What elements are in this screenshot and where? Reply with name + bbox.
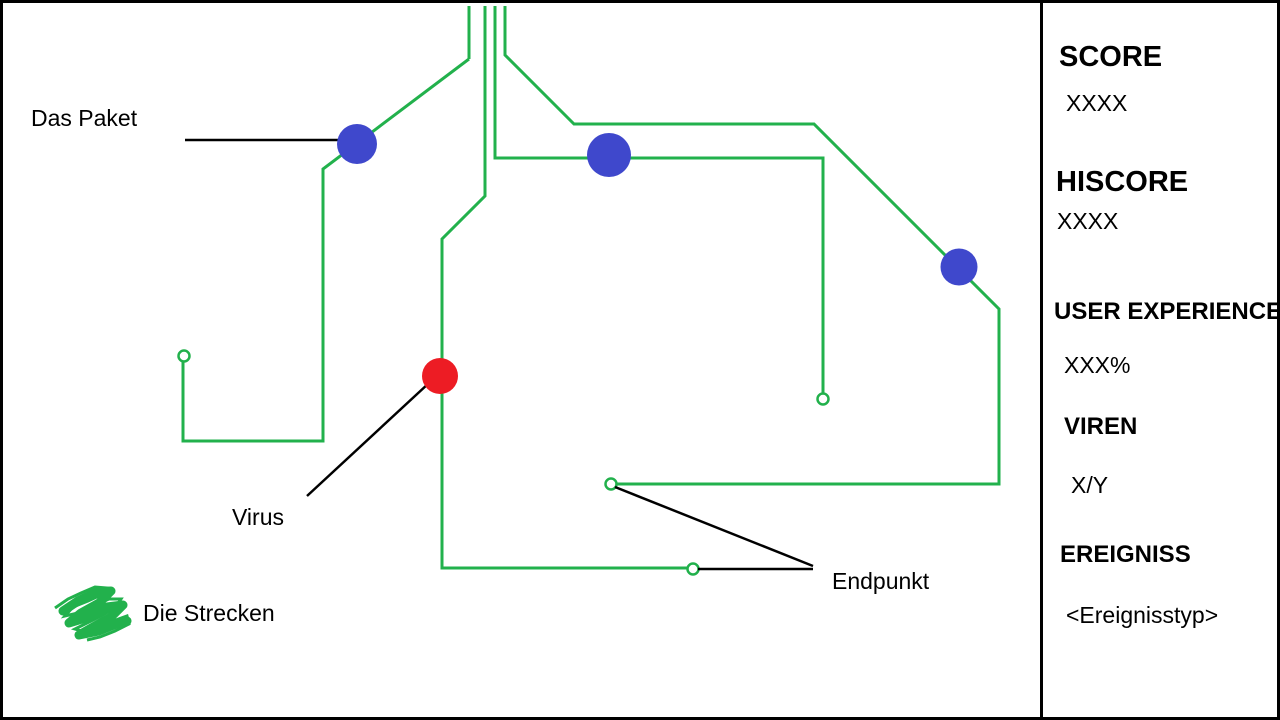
tracks-legend-label: Die Strecken (143, 600, 275, 626)
annotation-pointers (185, 138, 814, 571)
packet[interactable] (940, 248, 978, 286)
endpoint-label: Endpunkt (832, 568, 930, 594)
tracks (54, 6, 1001, 642)
endpoint-marker[interactable] (816, 392, 830, 406)
packet[interactable] (337, 124, 377, 164)
endpoint-marker[interactable] (686, 562, 700, 576)
pointer-endpoint-a (614, 485, 814, 568)
track (503, 6, 1001, 486)
hud-divider (1040, 3, 1043, 717)
track (493, 6, 825, 394)
user-experience-label: USER EXPERIENCE (1054, 298, 1280, 325)
score-value: XXXX (1066, 90, 1128, 116)
score-label: SCORE (1059, 41, 1163, 73)
endpoint-marker[interactable] (177, 349, 191, 363)
hiscore-label: HISCORE (1056, 166, 1189, 198)
endpoints (177, 349, 830, 576)
virus-label: Virus (232, 504, 284, 530)
viren-label: VIREN (1064, 413, 1138, 440)
endpoint-marker[interactable] (604, 477, 618, 491)
packet[interactable] (587, 133, 631, 177)
user-experience-value: XXX% (1064, 352, 1131, 378)
event-label: EREIGNISS (1060, 541, 1191, 568)
track-legend-swatch (58, 586, 132, 640)
virus[interactable] (422, 358, 458, 394)
packet-label: Das Paket (31, 105, 138, 131)
viren-value: X/Y (1071, 472, 1109, 498)
game-field[interactable] (3, 3, 1280, 720)
track (440, 6, 688, 570)
packets (337, 124, 978, 286)
event-value: <Ereignisstyp> (1066, 602, 1219, 628)
hiscore-value: XXXX (1057, 208, 1119, 234)
tracks-fill (58, 586, 132, 640)
pointer-virus (306, 382, 430, 497)
